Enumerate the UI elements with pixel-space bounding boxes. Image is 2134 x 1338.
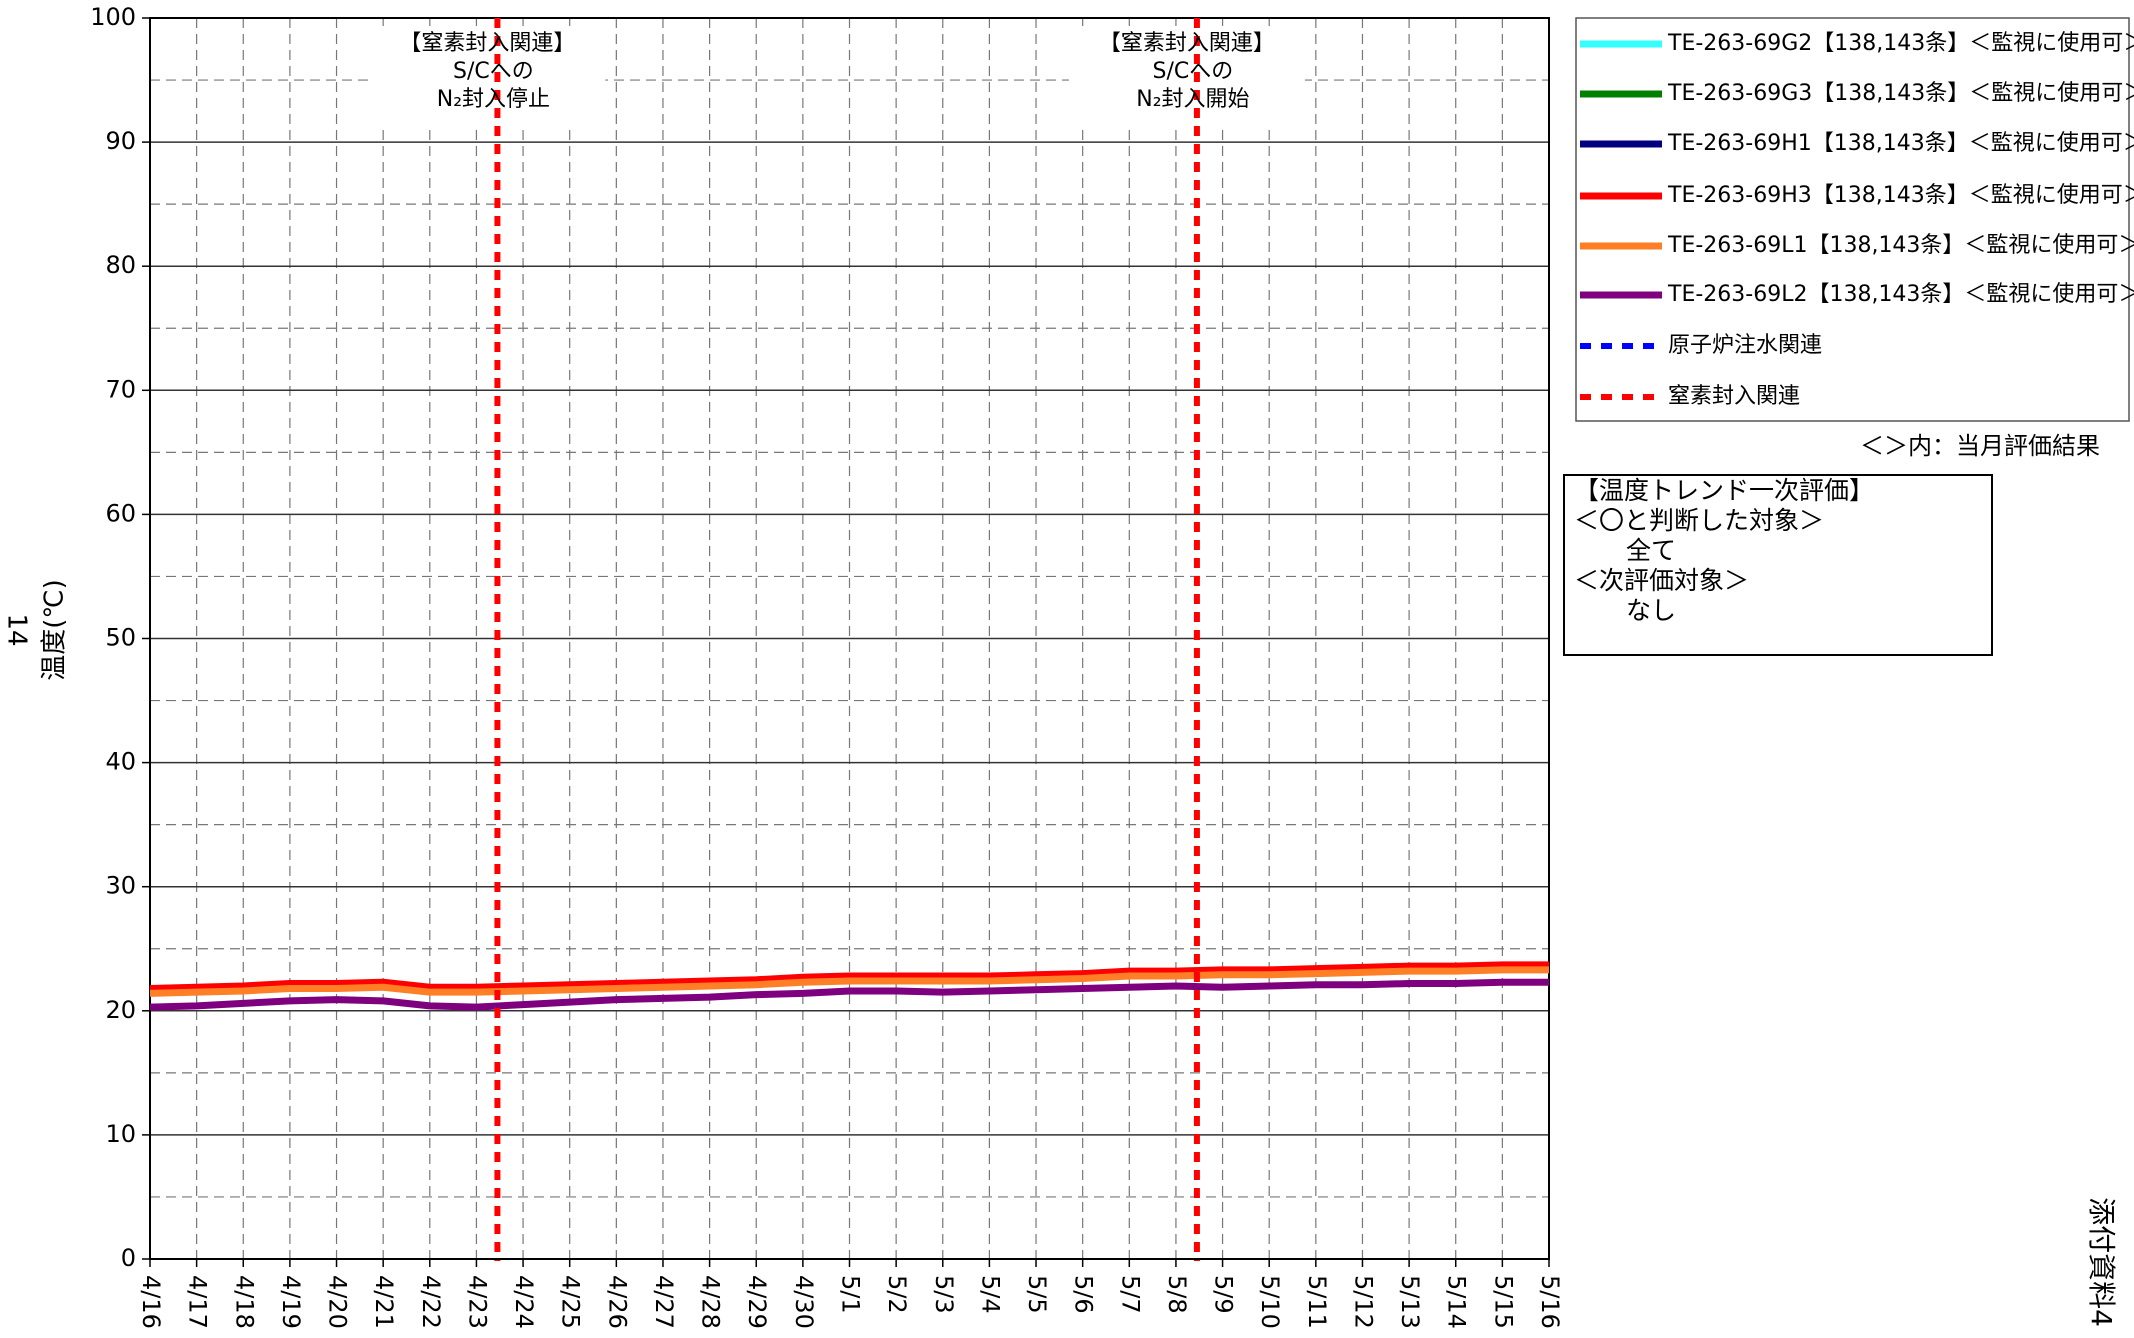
x-tick-label: 4/22 <box>417 1275 445 1329</box>
event-label: 【窒素封入関連】 <box>399 31 575 56</box>
legend-label: 原子炉注水関連 <box>1668 333 1822 358</box>
event-label-bg <box>369 26 606 130</box>
series-line <box>149 961 1549 992</box>
y-tick-label: 100 <box>90 3 136 31</box>
page-number: 14 <box>2 613 32 646</box>
event-label: N₂封入停止 <box>437 87 550 112</box>
x-tick-label: 5/3 <box>930 1275 958 1314</box>
y-tick-label: 60 <box>105 499 136 527</box>
evaluation-text: なし <box>1626 596 1676 625</box>
x-tick-label: 5/10 <box>1256 1275 1284 1329</box>
plot-area <box>150 17 1549 1260</box>
x-tick-label: 4/30 <box>790 1275 818 1329</box>
legend-label: TE-263-69H1【138,143条】＜監視に使用可＞ <box>1667 131 2134 156</box>
event-label: S/Cへの <box>1153 59 1234 84</box>
x-tick-label: 5/13 <box>1396 1275 1424 1329</box>
x-tick-label: 4/16 <box>137 1275 165 1329</box>
x-tick-label: 4/29 <box>743 1275 771 1329</box>
evaluation-text: 全て <box>1626 536 1676 565</box>
event-label: 【窒素封入関連】 <box>1099 31 1275 56</box>
x-tick-label: 4/23 <box>463 1275 491 1329</box>
y-tick-label: 70 <box>105 375 136 403</box>
y-tick-label: 0 <box>121 1244 136 1272</box>
x-tick-label: 5/11 <box>1303 1275 1331 1329</box>
x-tick-label: 5/12 <box>1349 1275 1377 1329</box>
event-label: N₂封入開始 <box>1136 87 1249 112</box>
x-tick-label: 5/15 <box>1489 1275 1517 1329</box>
x-tick-label: 4/26 <box>603 1275 631 1329</box>
legend-label: TE-263-69G3【138,143条】＜監視に使用可＞ <box>1667 81 2134 106</box>
evaluation-text: 【温度トレンド一次評価】 <box>1574 476 1874 505</box>
y-tick-label: 50 <box>105 624 136 652</box>
series-line <box>149 966 1549 997</box>
legend-label: 窒素封入関連 <box>1668 384 1800 409</box>
y-tick-label: 90 <box>105 127 136 155</box>
x-tick-label: 5/8 <box>1163 1275 1191 1314</box>
event-label: S/Cへの <box>453 59 534 84</box>
x-tick-label: 4/18 <box>230 1275 258 1329</box>
x-tick-label: 5/2 <box>883 1275 911 1314</box>
x-tick-label: 5/7 <box>1116 1275 1144 1314</box>
y-axis-label: 温度(℃) <box>40 579 70 681</box>
legend-label: TE-263-69L1【138,143条】＜監視に使用可＞ <box>1667 233 2134 258</box>
evaluation-text: ＜〇と判断した対象＞ <box>1574 506 1824 535</box>
y-tick-label: 30 <box>105 872 136 900</box>
legend-label: TE-263-69G2【138,143条】＜監視に使用可＞ <box>1667 31 2134 56</box>
legend-note: ＜＞内：当月評価結果 <box>1860 432 2100 460</box>
series-line <box>149 978 1549 1011</box>
y-tick-label: 40 <box>105 748 136 776</box>
legend-label: TE-263-69L2【138,143条】＜監視に使用可＞ <box>1667 282 2134 307</box>
legend-box <box>1575 17 2130 422</box>
attachment-label: 添付資料4 <box>2085 1197 2118 1327</box>
x-tick-label: 5/9 <box>1210 1275 1238 1314</box>
x-tick-label: 5/4 <box>976 1275 1004 1314</box>
evaluation-box <box>1563 474 1993 656</box>
x-tick-label: 5/16 <box>1536 1275 1564 1329</box>
x-tick-label: 4/17 <box>184 1275 212 1329</box>
evaluation-text: ＜次評価対象＞ <box>1574 566 1749 595</box>
x-tick-label: 4/28 <box>697 1275 725 1329</box>
plot-frame <box>149 17 1550 1260</box>
x-tick-label: 5/6 <box>1070 1275 1098 1314</box>
x-tick-label: 5/1 <box>837 1275 865 1314</box>
y-tick-label: 20 <box>105 996 136 1024</box>
y-tick-label: 80 <box>105 251 136 279</box>
x-tick-label: 4/20 <box>324 1275 352 1329</box>
legend-label: TE-263-69H3【138,143条】＜監視に使用可＞ <box>1667 183 2134 208</box>
event-label-bg <box>1068 26 1305 130</box>
x-tick-label: 5/14 <box>1443 1275 1471 1329</box>
x-tick-label: 4/21 <box>370 1275 398 1329</box>
x-tick-label: 4/27 <box>650 1275 678 1329</box>
x-tick-label: 4/25 <box>557 1275 585 1329</box>
x-tick-label: 5/5 <box>1023 1275 1051 1314</box>
x-tick-label: 4/19 <box>277 1275 305 1329</box>
y-tick-label: 10 <box>105 1120 136 1148</box>
x-tick-label: 4/24 <box>510 1275 538 1329</box>
